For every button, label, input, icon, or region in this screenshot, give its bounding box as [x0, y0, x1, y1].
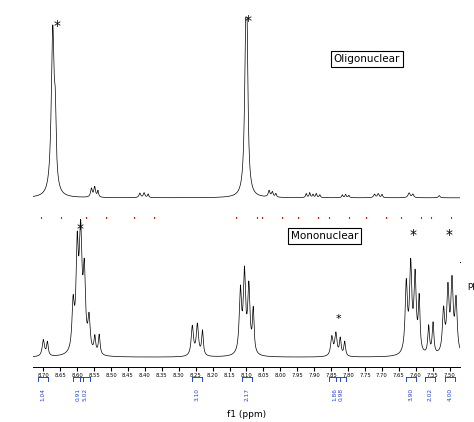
Text: *: *	[410, 228, 417, 242]
Text: ppm: ppm	[467, 281, 474, 289]
Text: *: *	[54, 19, 61, 32]
Text: 21: 21	[268, 241, 275, 246]
Text: 09: 09	[336, 241, 343, 246]
Text: 24: 24	[437, 241, 445, 246]
Text: 25: 25	[47, 241, 55, 246]
Text: 4.00: 4.00	[448, 388, 453, 401]
Text: 2.02: 2.02	[428, 388, 432, 401]
Text: 2.17: 2.17	[245, 388, 250, 401]
Text: *: *	[336, 314, 341, 325]
Text: Oligonuclear: Oligonuclear	[334, 54, 400, 65]
Text: 18: 18	[243, 241, 250, 246]
Text: 1.86: 1.86	[332, 388, 337, 401]
Text: 3.10: 3.10	[195, 388, 200, 401]
Text: 5.02: 5.02	[82, 388, 87, 401]
Text: 09: 09	[372, 241, 380, 246]
Text: 0.91: 0.91	[75, 388, 81, 401]
Text: 11: 11	[304, 241, 312, 246]
Text: 11: 11	[407, 241, 415, 246]
Text: 44: 44	[140, 241, 147, 246]
Text: *: *	[76, 222, 83, 236]
Text: 3.90: 3.90	[408, 388, 413, 401]
Text: 1.04: 1.04	[41, 388, 46, 401]
Text: Mononuclear: Mononuclear	[291, 231, 358, 241]
Text: f1 (ppm): f1 (ppm)	[227, 410, 266, 419]
Text: *: *	[245, 14, 252, 28]
Text: *: *	[446, 228, 453, 242]
Text: 0.98: 0.98	[339, 388, 344, 401]
Text: 71: 71	[92, 241, 100, 246]
